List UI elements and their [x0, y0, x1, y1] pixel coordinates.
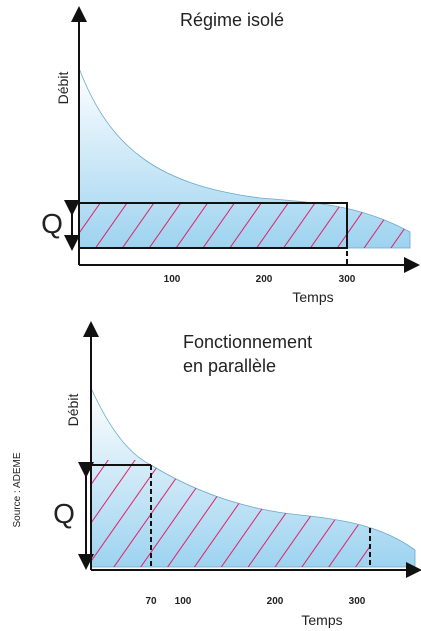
q-label: Q [41, 208, 63, 239]
tick-label: 100 [175, 596, 192, 607]
x-label: Temps [301, 612, 342, 628]
tick-label: 100 [164, 274, 181, 285]
hatch [79, 203, 410, 248]
title-line: Fonctionnement [183, 332, 312, 352]
tick-label: 300 [349, 596, 366, 607]
tick-label: 300 [339, 274, 356, 285]
title-line: en parallèle [183, 356, 276, 376]
hatch [91, 460, 370, 567]
tick-label: 200 [267, 596, 284, 607]
tick-label: 200 [256, 274, 273, 285]
y-label: Débit [55, 72, 71, 105]
source: Source : ADEME [12, 452, 23, 527]
panel-bottom: Fonctionnement en parallèle Débit Temps … [53, 321, 421, 628]
x-label: Temps [292, 289, 333, 305]
panel-top: Régime isolé Débit Temps Q 100 200 300 [41, 6, 420, 305]
q-label: Q [53, 498, 75, 529]
title: Régime isolé [180, 10, 284, 30]
tick-label: 70 [145, 596, 157, 607]
y-label: Débit [65, 394, 81, 427]
